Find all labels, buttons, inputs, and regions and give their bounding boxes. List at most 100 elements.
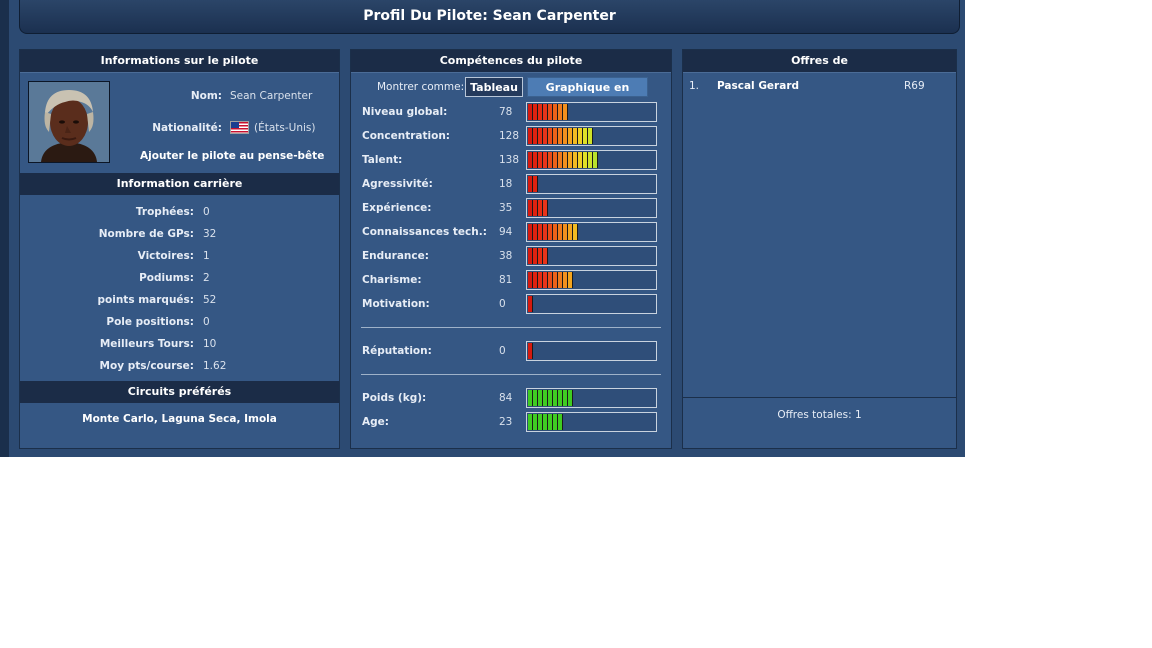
skill-bar-segment — [528, 272, 533, 288]
left-edge-strip — [0, 0, 9, 457]
skill-bar-segment — [553, 224, 558, 240]
nationality-label: Nationalité: — [152, 122, 222, 134]
skills-panel: Compétences du pilote Montrer comme: Tab… — [350, 49, 672, 449]
skill-bar-segment — [538, 224, 543, 240]
skill-bar-segment — [548, 414, 553, 430]
skill-bar-segment — [528, 296, 533, 312]
skill-bar-segment — [568, 152, 573, 168]
skill-label: Agressivité: — [362, 178, 433, 190]
skill-bar-segment — [543, 248, 548, 264]
skill-value: 38 — [499, 250, 513, 262]
offers-total: Offres totales: 1 — [777, 409, 862, 421]
skill-value: 84 — [499, 392, 513, 404]
skill-value: 0 — [499, 345, 506, 357]
career-stat-value: 2 — [203, 272, 210, 284]
career-stat-value: 0 — [203, 206, 210, 218]
skill-bar-segment — [563, 272, 568, 288]
offer-manager-name[interactable]: Pascal Gerard — [717, 80, 800, 92]
skill-bar-segment — [543, 128, 548, 144]
skill-label: Connaissances tech.: — [362, 226, 487, 238]
skill-bar-segment — [533, 414, 538, 430]
offers-divider — [683, 397, 956, 398]
skill-bar-segment — [593, 152, 598, 168]
skill-bar-segment — [548, 272, 553, 288]
skill-bar-segment — [543, 104, 548, 120]
name-label: Nom: — [190, 90, 222, 102]
skill-value: 128 — [499, 130, 520, 142]
nationality-value: (États-Unis) — [254, 122, 316, 134]
favorite-circuits: Monte Carlo, Laguna Seca, Imola — [82, 413, 277, 425]
skill-bar-segment — [528, 248, 533, 264]
skill-bar-segment — [528, 390, 533, 406]
skill-bar-segment — [548, 128, 553, 144]
skill-bar-segment — [573, 224, 578, 240]
divider-2 — [361, 374, 661, 375]
add-to-watchlist-link[interactable]: Ajouter le pilote au pense-bête — [140, 150, 325, 162]
skill-bar-segment — [528, 224, 533, 240]
skill-bar-segment — [533, 176, 538, 192]
skill-bar-segment — [538, 272, 543, 288]
skill-label: Motivation: — [362, 298, 430, 310]
career-stat-label: Meilleurs Tours: — [99, 338, 194, 350]
skill-bar-segment — [543, 224, 548, 240]
skill-value: 81 — [499, 274, 513, 286]
skill-bar-segment — [533, 248, 538, 264]
skill-bar-segment — [558, 104, 563, 120]
skill-bar-segment — [548, 224, 553, 240]
career-stat-value: 0 — [203, 316, 210, 328]
skill-bar-segment — [558, 272, 563, 288]
skill-bar — [526, 341, 657, 361]
us-flag-icon — [230, 121, 249, 134]
skill-bar-segment — [583, 152, 588, 168]
radar-view-button[interactable]: Graphique en radar — [527, 77, 648, 114]
career-stat-value: 32 — [203, 228, 217, 240]
skill-bar-segment — [563, 152, 568, 168]
skill-bar-segment — [568, 128, 573, 144]
page-title: Profil Du Pilote: Sean Carpenter — [19, 0, 960, 34]
skill-bar-segment — [538, 128, 543, 144]
skill-bar-segment — [588, 152, 593, 168]
skill-bar-segment — [553, 414, 558, 430]
skill-bar-segment — [553, 272, 558, 288]
divider-1 — [361, 327, 661, 328]
offers-panel: Offres de 1. Pascal Gerard R69 Offres tota… — [682, 49, 957, 449]
skill-bar — [526, 102, 657, 122]
name-value: Sean Carpenter — [230, 90, 313, 102]
offers-header: Offres de — [683, 50, 956, 73]
skill-bar-segment — [533, 152, 538, 168]
skill-bar-segment — [543, 152, 548, 168]
skill-value: 94 — [499, 226, 513, 238]
skill-bar-segment — [538, 414, 543, 430]
skill-bar-segment — [528, 128, 533, 144]
career-stat-label: Pole positions: — [106, 316, 194, 328]
table-view-button[interactable]: Tableau — [465, 77, 523, 97]
skill-value: 78 — [499, 106, 513, 118]
skill-bar-segment — [573, 128, 578, 144]
skill-value: 35 — [499, 202, 513, 214]
show-as-label: Montrer comme: — [377, 81, 465, 93]
skill-bar-segment — [578, 128, 583, 144]
career-stat-label: Moy pts/course: — [99, 360, 194, 372]
skill-bar-segment — [528, 414, 533, 430]
driver-info-header: Informations sur le pilote — [20, 50, 339, 73]
career-stat-label: Trophées: — [135, 206, 194, 218]
skill-bar-segment — [578, 152, 583, 168]
skill-bar-segment — [538, 248, 543, 264]
skill-bar-segment — [558, 128, 563, 144]
skill-bar-segment — [533, 200, 538, 216]
offer-row[interactable]: 1. Pascal Gerard R69 — [683, 80, 956, 96]
skill-bar — [526, 222, 657, 242]
skill-bar — [526, 246, 657, 266]
skill-bar-segment — [548, 390, 553, 406]
driver-profile-page: Profil Du Pilote: Sean Carpenter Informa… — [0, 0, 965, 457]
skill-bar-segment — [538, 390, 543, 406]
skill-label: Talent: — [362, 154, 403, 166]
skill-bar-segment — [558, 414, 563, 430]
skill-bar-segment — [533, 104, 538, 120]
skill-bar — [526, 270, 657, 290]
skill-bar-segment — [553, 152, 558, 168]
skill-bar-segment — [538, 152, 543, 168]
skill-value: 23 — [499, 416, 513, 428]
skill-bar-segment — [543, 414, 548, 430]
career-stat-label: Nombre de GPs: — [98, 228, 194, 240]
